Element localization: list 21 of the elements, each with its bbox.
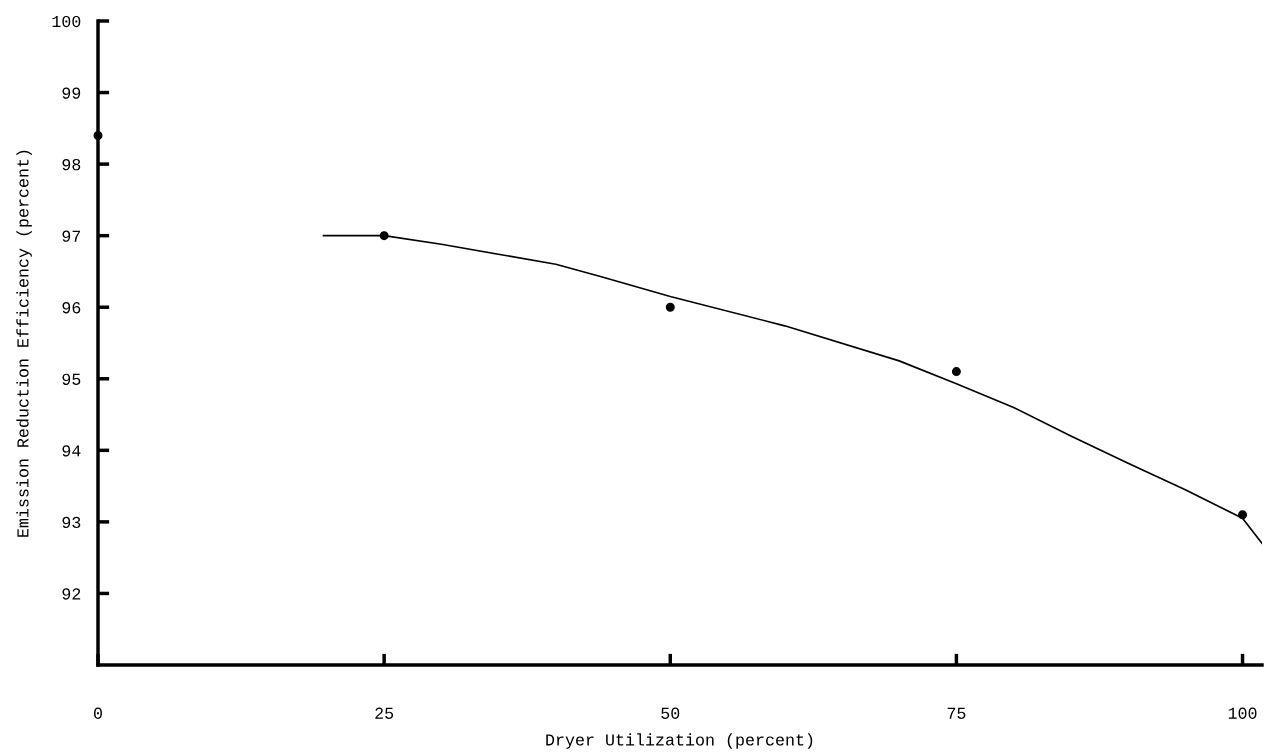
x-tick-label: 100	[1228, 707, 1257, 719]
point	[1238, 510, 1248, 520]
x-axis-title: Dryer Utilization (percent)	[546, 733, 813, 749]
y-tick-label: 95	[62, 373, 81, 385]
y-tick-label: 94	[62, 445, 81, 457]
y-axis-title: Emission Reduction Efficiency (percent)	[16, 150, 32, 537]
y-tick-label: 92	[62, 588, 81, 600]
y-tick-label: 93	[62, 516, 81, 529]
point	[951, 367, 961, 377]
y-tick-label: 100	[52, 15, 81, 28]
point	[665, 302, 675, 312]
point	[379, 231, 389, 241]
y-tick-label: 99	[62, 87, 81, 99]
x-tick-label: 0	[94, 707, 102, 719]
y-tick-label: 97	[62, 230, 81, 242]
x-tick-label: 75	[947, 707, 966, 719]
x-tick-label: 25	[375, 707, 394, 719]
y-tick-label: 96	[62, 302, 81, 314]
x-tick-label: 50	[661, 707, 680, 719]
point	[93, 130, 103, 140]
y-tick-label: 98	[62, 159, 81, 171]
